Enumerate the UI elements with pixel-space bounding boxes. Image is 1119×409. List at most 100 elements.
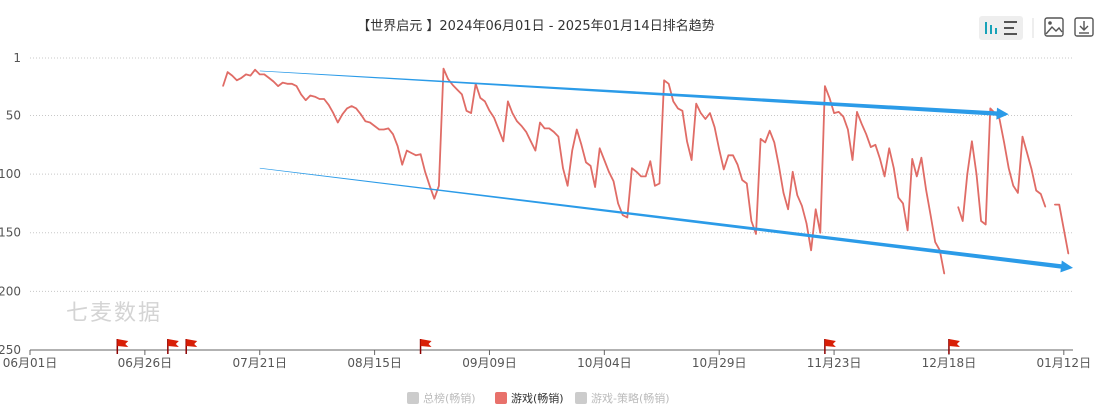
data-point xyxy=(323,98,325,100)
x-tick-label: 07月21日 xyxy=(232,356,287,370)
data-point xyxy=(424,171,426,173)
event-flag-icon[interactable] xyxy=(824,339,836,354)
chart-type-toggle-icon[interactable] xyxy=(979,16,1023,40)
data-point xyxy=(415,154,417,156)
y-tick-label: 1 xyxy=(13,51,21,65)
data-point xyxy=(1021,136,1024,138)
data-point xyxy=(309,94,311,97)
data-point xyxy=(971,140,973,142)
download-icon[interactable] xyxy=(1074,17,1094,37)
data-point xyxy=(470,112,472,114)
data-point xyxy=(828,97,831,99)
data-point xyxy=(879,158,881,160)
data-point xyxy=(438,185,440,187)
data-point xyxy=(902,202,904,204)
data-point xyxy=(1031,168,1033,170)
data-point xyxy=(640,175,642,177)
data-point xyxy=(295,85,298,87)
data-point xyxy=(249,75,252,77)
data-point xyxy=(576,128,578,131)
data-point xyxy=(222,85,224,87)
data-point xyxy=(341,113,343,115)
x-tick-label: 12月18日 xyxy=(922,356,977,370)
data-point xyxy=(544,127,546,129)
data-point xyxy=(884,175,886,177)
data-point xyxy=(305,99,307,101)
x-tick-label: 09月09日 xyxy=(462,356,517,370)
data-point xyxy=(989,107,991,109)
data-point xyxy=(272,80,275,83)
data-point xyxy=(870,146,872,148)
data-point xyxy=(833,112,835,114)
flag-cloth xyxy=(186,339,198,347)
data-point xyxy=(957,206,959,208)
data-point xyxy=(612,180,615,182)
data-point xyxy=(962,220,964,222)
event-flag-icon[interactable] xyxy=(116,339,129,354)
legend-item[interactable]: 游戏(畅销) xyxy=(495,391,564,405)
legend-item[interactable]: 游戏-策略(畅销) xyxy=(575,391,670,405)
data-point xyxy=(824,85,826,87)
data-point xyxy=(746,182,748,185)
event-flag-icon[interactable] xyxy=(185,339,198,354)
data-point xyxy=(856,111,858,113)
data-point xyxy=(727,154,730,156)
chart-title: 【世界启元 】2024年06月01日 - 2025年01月14日排名趋势 xyxy=(357,18,714,34)
data-point xyxy=(672,100,674,102)
legend-item[interactable]: 总榜(畅销) xyxy=(407,391,476,405)
data-point xyxy=(1012,185,1014,187)
data-point xyxy=(723,168,725,170)
data-point xyxy=(254,69,256,71)
data-point xyxy=(337,121,339,124)
data-point xyxy=(259,73,261,75)
event-flags xyxy=(116,339,960,354)
data-point xyxy=(1008,167,1010,169)
data-point xyxy=(622,214,624,216)
legend-swatch xyxy=(407,392,419,404)
data-point xyxy=(282,82,284,84)
data-point xyxy=(732,154,734,156)
data-point xyxy=(874,144,877,146)
flag-cloth xyxy=(117,339,129,347)
data-point xyxy=(374,125,376,127)
data-point xyxy=(645,175,647,177)
data-point xyxy=(484,100,486,102)
data-point xyxy=(378,128,380,131)
data-point xyxy=(397,145,399,147)
data-point xyxy=(792,171,794,173)
data-point xyxy=(966,173,968,175)
data-point xyxy=(1044,206,1046,208)
data-point xyxy=(865,133,867,135)
x-tick-label: 11月23日 xyxy=(807,356,862,370)
data-point xyxy=(387,127,389,129)
data-point xyxy=(796,194,798,196)
data-point xyxy=(456,89,458,91)
data-point xyxy=(911,158,913,160)
data-point xyxy=(677,107,679,109)
data-point xyxy=(635,171,638,173)
data-point xyxy=(842,116,844,118)
data-point xyxy=(700,112,702,114)
legend-swatch xyxy=(495,392,507,404)
data-point xyxy=(778,165,780,167)
data-point xyxy=(718,148,720,151)
y-tick-label: 150 xyxy=(0,226,21,240)
event-flag-icon[interactable] xyxy=(948,339,960,354)
data-point xyxy=(530,140,532,142)
data-point xyxy=(351,105,353,107)
data-point xyxy=(649,160,651,162)
data-point xyxy=(805,222,808,224)
event-flag-icon[interactable] xyxy=(167,339,179,354)
data-point xyxy=(975,173,978,175)
event-flag-icon[interactable] xyxy=(419,339,432,354)
data-point xyxy=(626,216,628,219)
data-point xyxy=(819,232,821,234)
data-point xyxy=(916,175,918,177)
flag-cloth xyxy=(824,339,836,347)
data-point xyxy=(318,98,321,100)
data-point xyxy=(943,273,945,275)
data-point xyxy=(769,130,771,132)
data-point xyxy=(925,188,927,190)
save-image-icon[interactable] xyxy=(1044,17,1064,37)
